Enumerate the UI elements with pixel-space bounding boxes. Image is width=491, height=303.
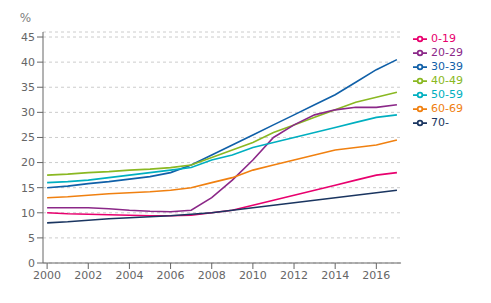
svg-text:2008: 2008 <box>198 269 226 282</box>
svg-text:30: 30 <box>21 106 35 119</box>
svg-text:20: 20 <box>21 156 35 169</box>
svg-text:2006: 2006 <box>157 269 185 282</box>
svg-text:5: 5 <box>28 232 35 245</box>
html-text:20-29: 20-29 <box>431 46 463 59</box>
svg-text:2004: 2004 <box>115 269 143 282</box>
svg-text:40: 40 <box>21 56 35 69</box>
svg-text:25: 25 <box>21 131 35 144</box>
svg-text:15: 15 <box>21 182 35 195</box>
html-text:50-59: 50-59 <box>431 88 463 101</box>
svg-text:2016: 2016 <box>362 269 390 282</box>
svg-text:2000: 2000 <box>33 269 61 282</box>
html-text:0-19: 0-19 <box>431 32 456 45</box>
svg-text:2002: 2002 <box>74 269 102 282</box>
html-text:60-69: 60-69 <box>431 102 463 115</box>
html-text:40-49: 40-49 <box>431 74 463 87</box>
svg-text:2012: 2012 <box>280 269 308 282</box>
svg-text:2014: 2014 <box>321 269 349 282</box>
svg-text:10: 10 <box>21 207 35 220</box>
svg-text:0: 0 <box>28 257 35 270</box>
html-text:70-: 70- <box>431 116 449 129</box>
svg-text:45: 45 <box>21 31 35 44</box>
html-text:30-39: 30-39 <box>431 60 463 73</box>
svg-text:35: 35 <box>21 81 35 94</box>
svg-text:2010: 2010 <box>239 269 267 282</box>
svg-text:%: % <box>20 11 31 25</box>
